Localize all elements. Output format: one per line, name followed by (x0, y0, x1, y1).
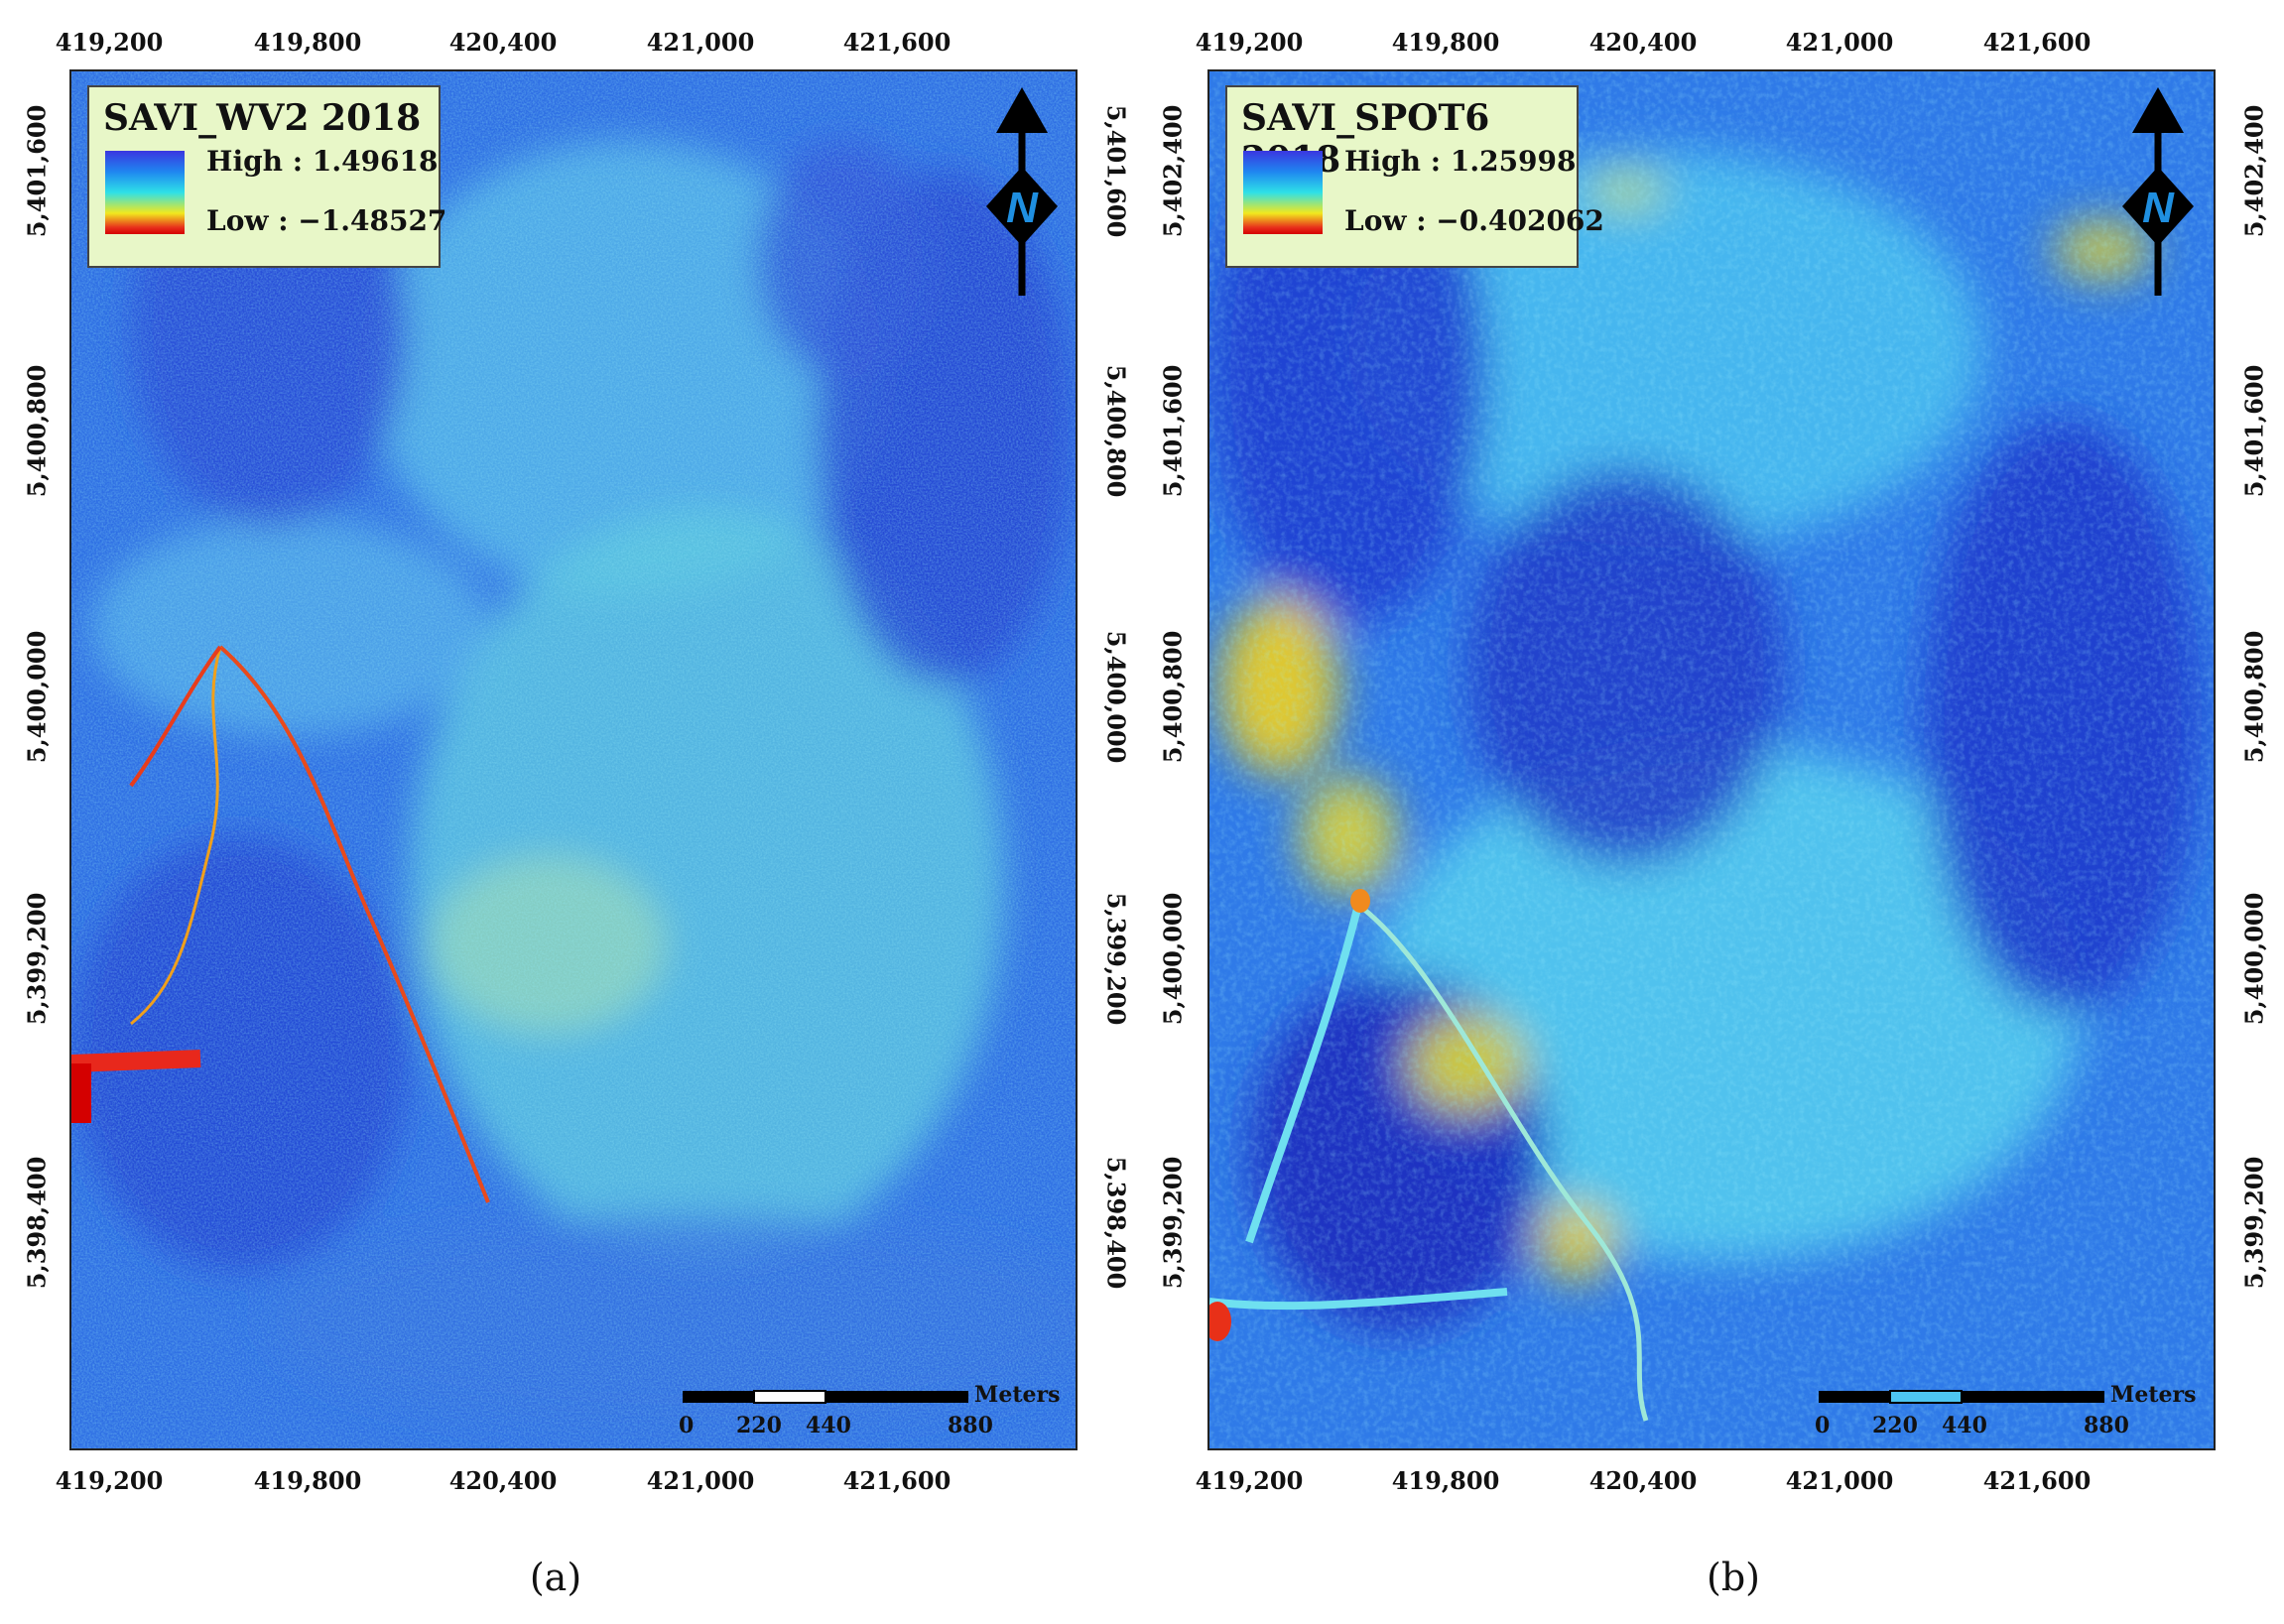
y-tick: 5,400,000 (1158, 892, 1188, 1026)
north-label: N (1006, 184, 1039, 232)
y-tick: 5,398,400 (22, 1156, 52, 1290)
scale-label: 220 (736, 1413, 782, 1438)
y-tick: 5,401,600 (1101, 104, 1131, 238)
x-tick: 419,200 (55, 1466, 164, 1495)
panel-caption: (b) (1707, 1556, 1760, 1599)
scale-unit: Meters (2110, 1382, 2197, 1408)
x-tick: 419,800 (253, 28, 362, 57)
y-tick: 5,401,600 (2239, 364, 2269, 498)
scale-label: 880 (948, 1413, 993, 1438)
x-tick: 420,400 (1588, 1466, 1698, 1495)
y-tick: 5,401,600 (1158, 364, 1188, 498)
savi-raster-a (71, 71, 1076, 1448)
x-tick: 421,000 (646, 28, 755, 57)
legend-low-value: Low : −1.48527 (206, 204, 447, 237)
map-panel-a: 419,200 419,800 420,400 421,000 421,600 … (22, 28, 1131, 1599)
x-tick: 421,600 (842, 28, 952, 57)
scale-label: 220 (1872, 1413, 1918, 1438)
x-tick: 419,800 (1391, 28, 1500, 57)
x-tick: 420,400 (448, 28, 558, 57)
color-ramp (105, 151, 185, 234)
scale-bar-b (1819, 1390, 2104, 1404)
x-tick: 421,000 (646, 1466, 755, 1495)
legend-b: SAVI_SPOT6 2018 High : 1.25998 Low : −0.… (1225, 85, 1604, 268)
x-tick: 421,000 (1785, 1466, 1894, 1495)
north-arrow-icon: N (2122, 87, 2194, 296)
x-tick: 421,000 (1785, 28, 1894, 57)
y-tick: 5,400,800 (1158, 630, 1188, 764)
scale-label: 0 (679, 1413, 695, 1438)
scale-label: 0 (1815, 1413, 1831, 1438)
x-tick: 419,800 (1391, 1466, 1500, 1495)
y-tick: 5,402,400 (2239, 104, 2269, 238)
x-tick: 421,600 (842, 1466, 952, 1495)
x-tick: 421,600 (1982, 1466, 2092, 1495)
scale-bar-a (683, 1390, 968, 1404)
legend-high-value: High : 1.49618 (206, 145, 439, 178)
legend-low-value: Low : −0.402062 (1344, 204, 1604, 237)
savi-raster-b (1209, 71, 2214, 1448)
map-frame-a (69, 69, 1078, 1450)
y-tick: 5,400,000 (2239, 892, 2269, 1026)
y-tick: 5,400,800 (2239, 630, 2269, 764)
x-tick: 420,400 (1588, 28, 1698, 57)
north-arrow-icon: N (986, 87, 1058, 296)
y-tick: 5,400,000 (22, 630, 52, 764)
color-ramp (1243, 151, 1323, 234)
legend-a: SAVI_WV2 2018 High : 1.49618 Low : −1.48… (87, 85, 446, 268)
x-tick: 419,800 (253, 1466, 362, 1495)
y-tick: 5,399,200 (1158, 1156, 1188, 1290)
panel-caption: (a) (529, 1556, 582, 1599)
x-tick: 419,200 (55, 28, 164, 57)
scale-unit: Meters (974, 1382, 1061, 1408)
map-panel-b: 419,200 419,800 420,400 421,000 421,600 … (1142, 0, 2284, 1624)
north-label: N (2142, 184, 2175, 232)
scale-label: 440 (1942, 1413, 1987, 1438)
y-tick: 5,400,000 (1101, 630, 1131, 764)
x-tick: 419,200 (1195, 28, 1304, 57)
legend-high-value: High : 1.25998 (1344, 145, 1577, 178)
y-tick: 5,399,200 (1101, 892, 1131, 1026)
x-tick: 419,200 (1195, 1466, 1304, 1495)
y-tick: 5,399,200 (2239, 1156, 2269, 1290)
y-tick: 5,401,600 (22, 104, 52, 238)
scale-label: 880 (2084, 1413, 2129, 1438)
y-tick: 5,400,800 (22, 364, 52, 498)
x-tick: 420,400 (448, 1466, 558, 1495)
y-tick: 5,399,200 (22, 892, 52, 1026)
y-tick: 5,398,400 (1101, 1156, 1131, 1290)
scale-label: 440 (806, 1413, 851, 1438)
legend-title: SAVI_WV2 2018 (103, 97, 422, 139)
map-frame-b (1207, 69, 2216, 1450)
y-tick: 5,402,400 (1158, 104, 1188, 238)
y-tick: 5,400,800 (1101, 364, 1131, 498)
x-tick: 421,600 (1982, 28, 2092, 57)
